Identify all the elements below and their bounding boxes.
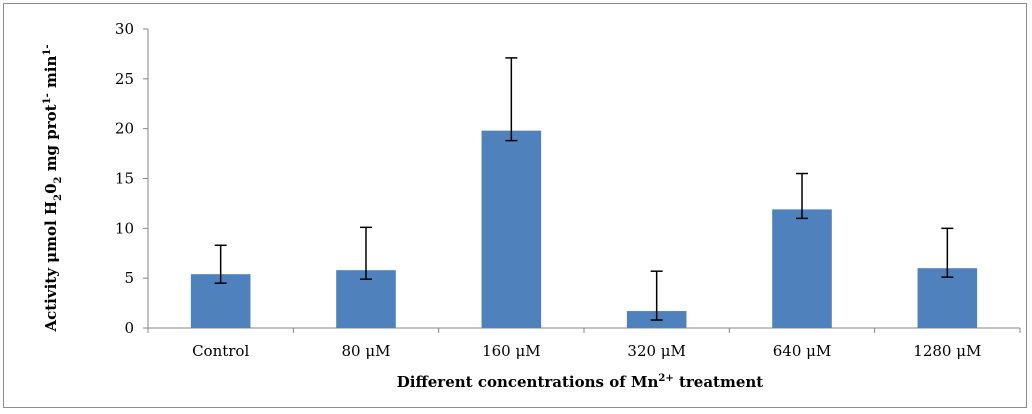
x-axis-title: Different concentrations of Mn2+ treatme… [397, 373, 764, 391]
y-tick-label: 25 [115, 70, 134, 88]
x-tick-label: 160 μM [482, 342, 541, 360]
bar [917, 268, 978, 328]
x-tick-label: 320 μM [627, 342, 686, 360]
bars [190, 130, 978, 328]
y-axis: 0 5 10 15 20 25 30 [115, 20, 149, 337]
x-tick-label: 1280 μM [913, 342, 981, 360]
bar [772, 209, 832, 328]
error-bars [214, 57, 954, 321]
y-tick-label: 5 [124, 269, 134, 287]
x-axis: Control 80 μM 160 μM 320 μM 640 μM 1280 μM [147, 327, 1021, 360]
x-tick-label: 80 μM [342, 342, 391, 360]
y-tick-label: 15 [115, 170, 134, 188]
x-tick-label: Control [192, 342, 249, 360]
bar [481, 130, 542, 328]
y-axis-title: Activity μmol H202 mg prot1- min1- [42, 44, 64, 332]
y-tick-label: 10 [115, 219, 134, 237]
x-tick-label: 640 μM [773, 342, 832, 360]
y-tick-label: 0 [124, 319, 134, 337]
y-tick-label: 30 [115, 20, 134, 38]
y-tick-label: 20 [115, 120, 134, 138]
